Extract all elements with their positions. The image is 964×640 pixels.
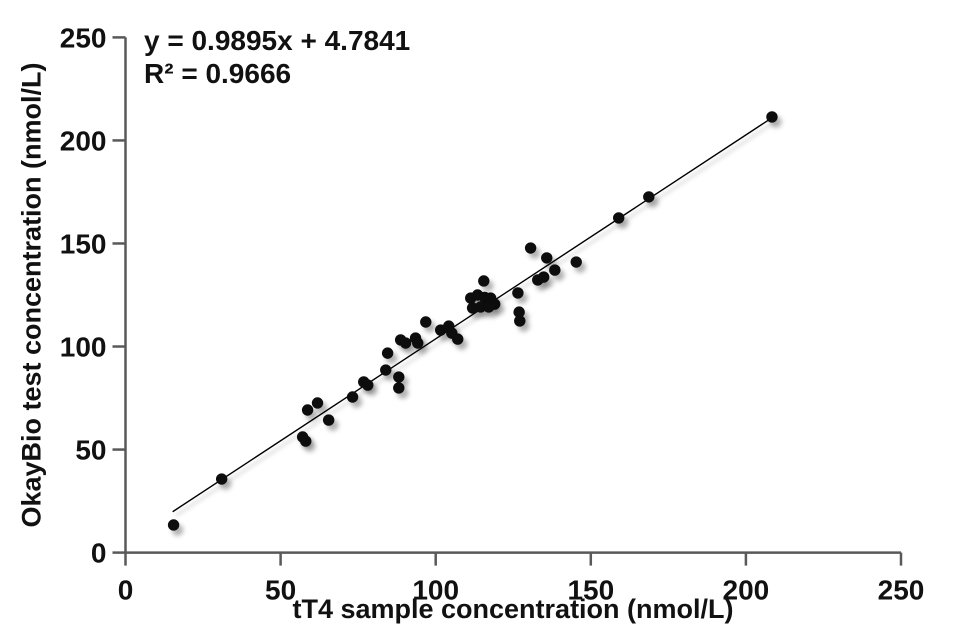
data-point	[452, 333, 464, 345]
equation-annotation: y = 0.9895x + 4.7841 R² = 0.9666	[144, 24, 410, 90]
x-axis-tick-label: 100	[412, 575, 459, 606]
x-axis-tick-label: 50	[265, 575, 296, 606]
x-axis-tick-label: 150	[567, 575, 614, 606]
y-axis-tick-label: 200	[60, 125, 107, 156]
y-axis-tick-label: 150	[60, 228, 107, 259]
data-point	[393, 371, 405, 383]
data-point	[514, 315, 526, 327]
data-point	[549, 264, 561, 276]
x-axis-tick-label: 200	[723, 575, 770, 606]
y-axis-tick-label: 100	[60, 332, 107, 363]
data-point	[512, 287, 524, 299]
data-point	[570, 256, 582, 268]
data-point	[362, 379, 374, 391]
x-axis-title: tT4 sample concentration (nmol/L)	[292, 594, 734, 624]
y-axis-title: OkayBio test concentration (nmol/L)	[16, 62, 47, 528]
data-point	[381, 347, 394, 359]
data-point	[322, 414, 335, 426]
data-point	[613, 212, 625, 224]
data-point	[513, 306, 525, 318]
data-point	[643, 191, 655, 203]
data-point	[537, 271, 550, 283]
data-point	[420, 316, 432, 328]
data-point	[167, 519, 180, 531]
data-point	[399, 337, 412, 349]
r-squared-text: R² = 0.9666	[144, 58, 292, 89]
data-point	[483, 301, 495, 313]
y-axis-tick-label: 50	[75, 435, 106, 466]
data-point	[766, 111, 778, 123]
data-point	[393, 382, 405, 394]
data-point	[346, 391, 359, 403]
trendline	[172, 117, 773, 513]
x-axis-tick-label: 0	[118, 575, 134, 606]
y-axis-tick-label: 0	[91, 538, 107, 569]
data-point	[524, 242, 537, 254]
data-point	[541, 252, 553, 264]
data-point	[380, 364, 392, 376]
x-axis-tick-label: 250	[878, 575, 925, 606]
data-point	[301, 404, 314, 416]
data-point	[300, 435, 312, 447]
data-point	[474, 301, 487, 313]
data-point	[478, 275, 490, 287]
data-point	[311, 397, 324, 409]
data-point	[215, 473, 228, 485]
trendline-equation-text: y = 0.9895x + 4.7841	[144, 25, 411, 56]
y-axis-tick-label: 250	[60, 22, 107, 53]
data-point	[412, 337, 424, 349]
